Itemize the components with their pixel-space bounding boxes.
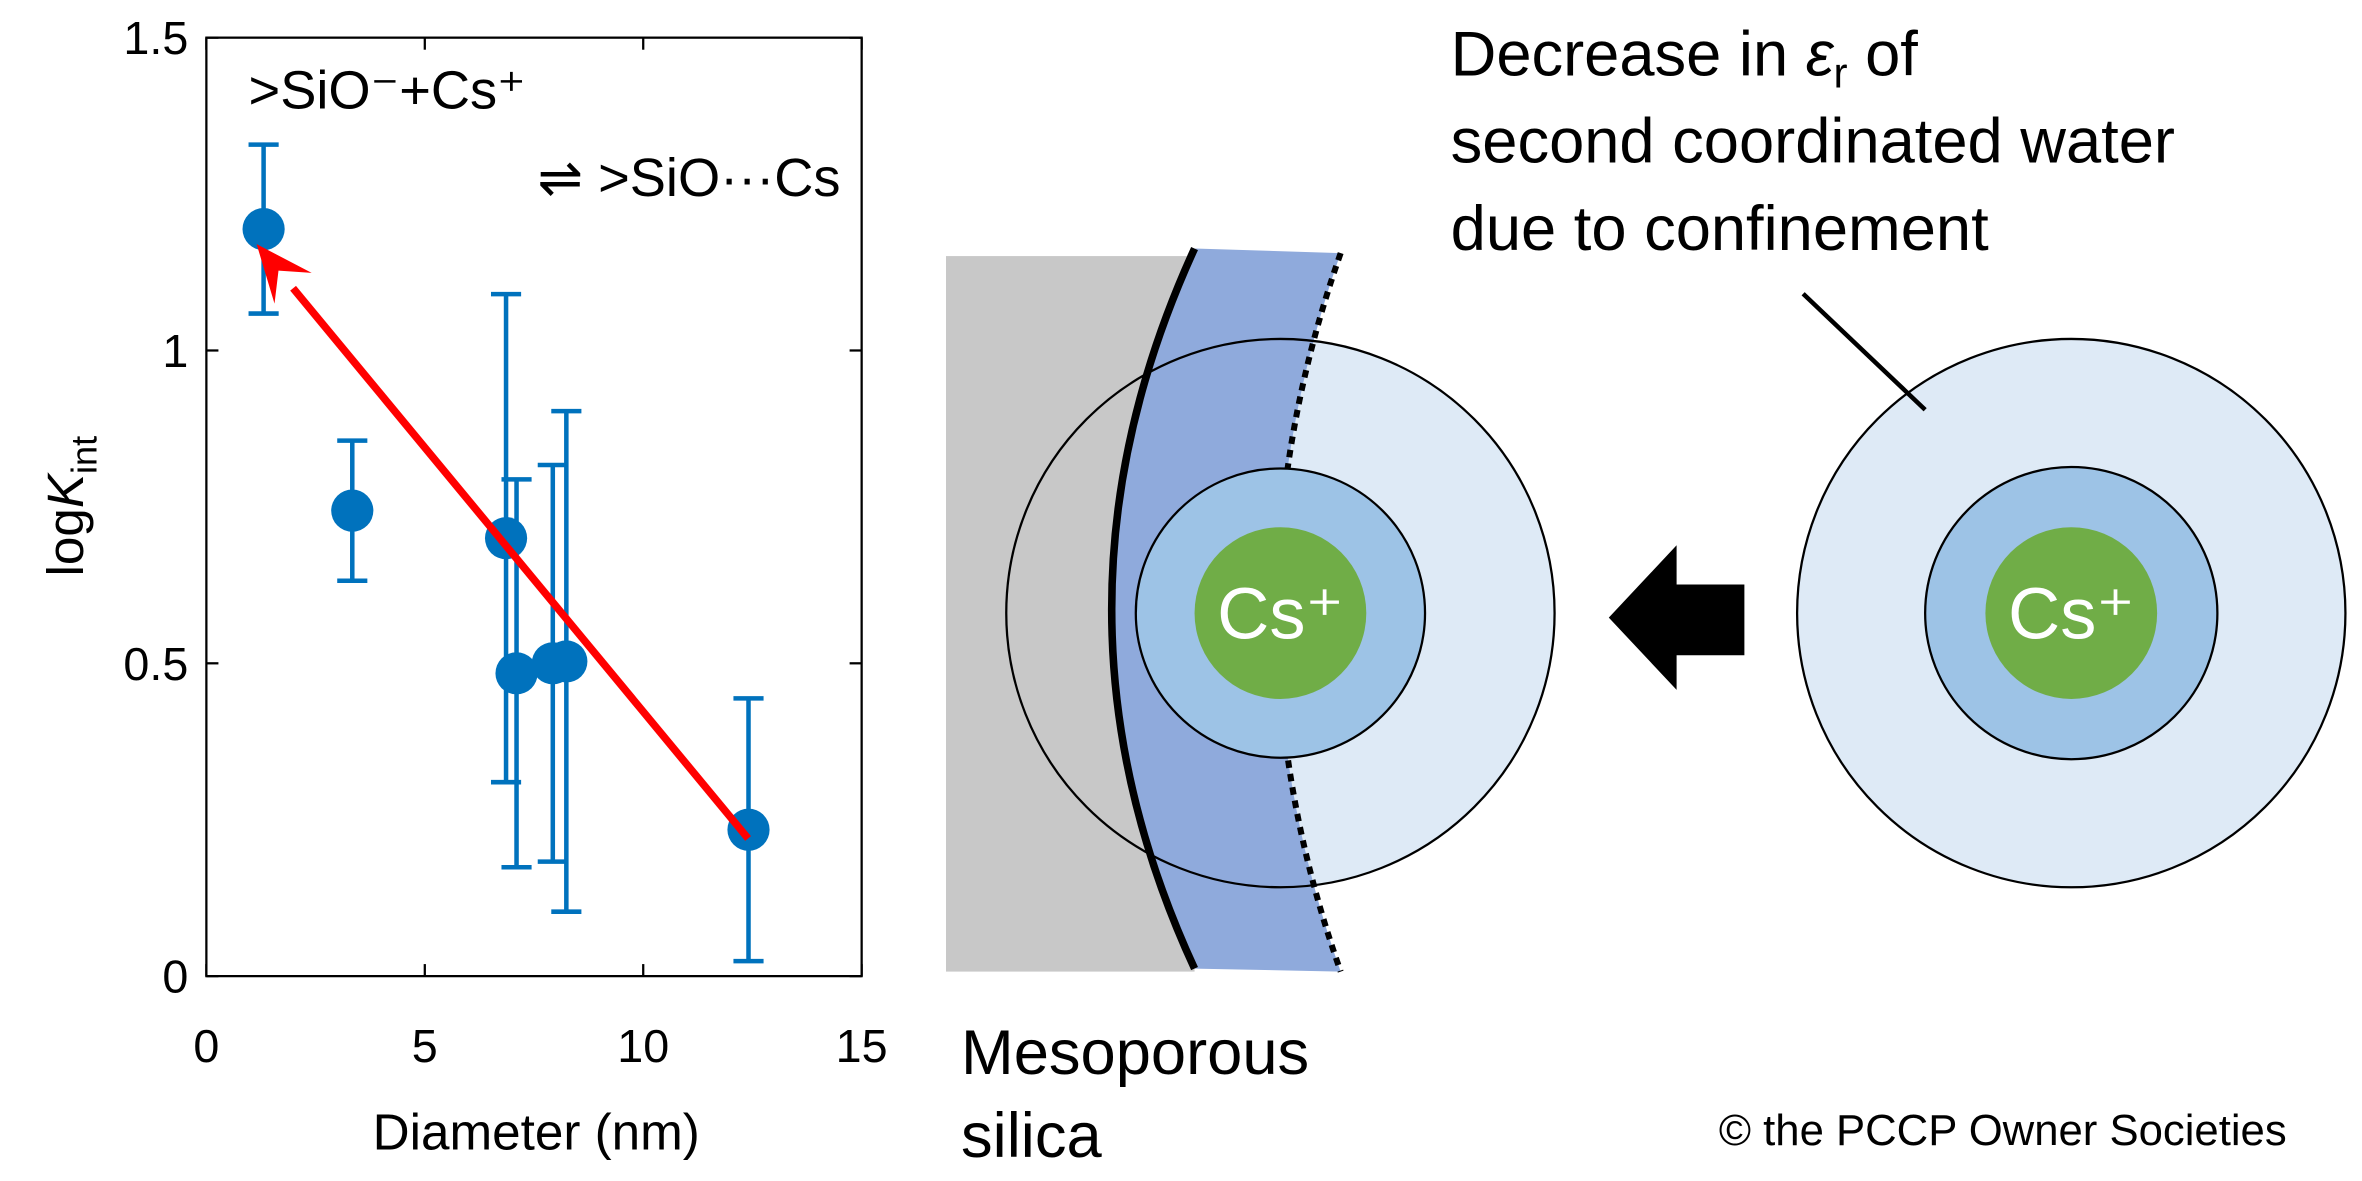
- copyright: © the PCCP Owner Societies: [1719, 1106, 2287, 1155]
- point: [727, 808, 770, 851]
- y-axis-label-part: log: [37, 508, 94, 576]
- point: [495, 652, 538, 695]
- trend-arrow-head: [256, 244, 312, 304]
- y-tick-label: 1.5: [123, 12, 188, 64]
- note-text: Decrease in: [1451, 19, 1806, 89]
- x-tick-label: 15: [836, 1020, 888, 1072]
- ion-label: Cs⁺: [2008, 575, 2135, 655]
- cs-ion: [1985, 527, 2158, 699]
- y-tick-label: 0: [162, 951, 188, 1003]
- arrow: [1608, 545, 1745, 690]
- point: [545, 640, 588, 683]
- annotation: >SiO⁻+Cs⁺: [249, 60, 526, 120]
- note: Decrease in εr of: [1451, 19, 1919, 96]
- y-axis-label-part: int: [63, 436, 104, 474]
- x-tick-label: 5: [412, 1020, 438, 1072]
- point: [242, 208, 285, 251]
- note-text: ε: [1806, 19, 1835, 89]
- note: due to confinement: [1451, 194, 1989, 264]
- pointer: [1801, 292, 1927, 412]
- y-tick-label: 0.5: [123, 638, 188, 690]
- y-tick-label: 1: [162, 325, 188, 377]
- silica-label: Mesoporous: [961, 1018, 1309, 1088]
- x-axis-label: Diameter (nm): [373, 1103, 700, 1160]
- y-axis-label: logKint: [37, 436, 105, 577]
- cs-ion: [1194, 527, 1367, 699]
- ion-label: Cs⁺: [1217, 575, 1344, 655]
- point: [331, 489, 374, 532]
- note: second coordinated water: [1451, 107, 2175, 177]
- annotation: ⇌ >SiO···Cs: [538, 148, 841, 208]
- note-text: of: [1848, 19, 1919, 89]
- y-axis-label-part: K: [37, 471, 94, 508]
- x-tick-label: 10: [617, 1020, 669, 1072]
- trend-arrow: [290, 285, 751, 841]
- x-tick-label: 0: [193, 1020, 219, 1072]
- note-text: r: [1834, 49, 1848, 96]
- axes-box: [205, 36, 863, 978]
- silica-label: silica: [961, 1101, 1102, 1171]
- outer-shell: [1005, 337, 1556, 889]
- pore-surface: [1107, 246, 1198, 971]
